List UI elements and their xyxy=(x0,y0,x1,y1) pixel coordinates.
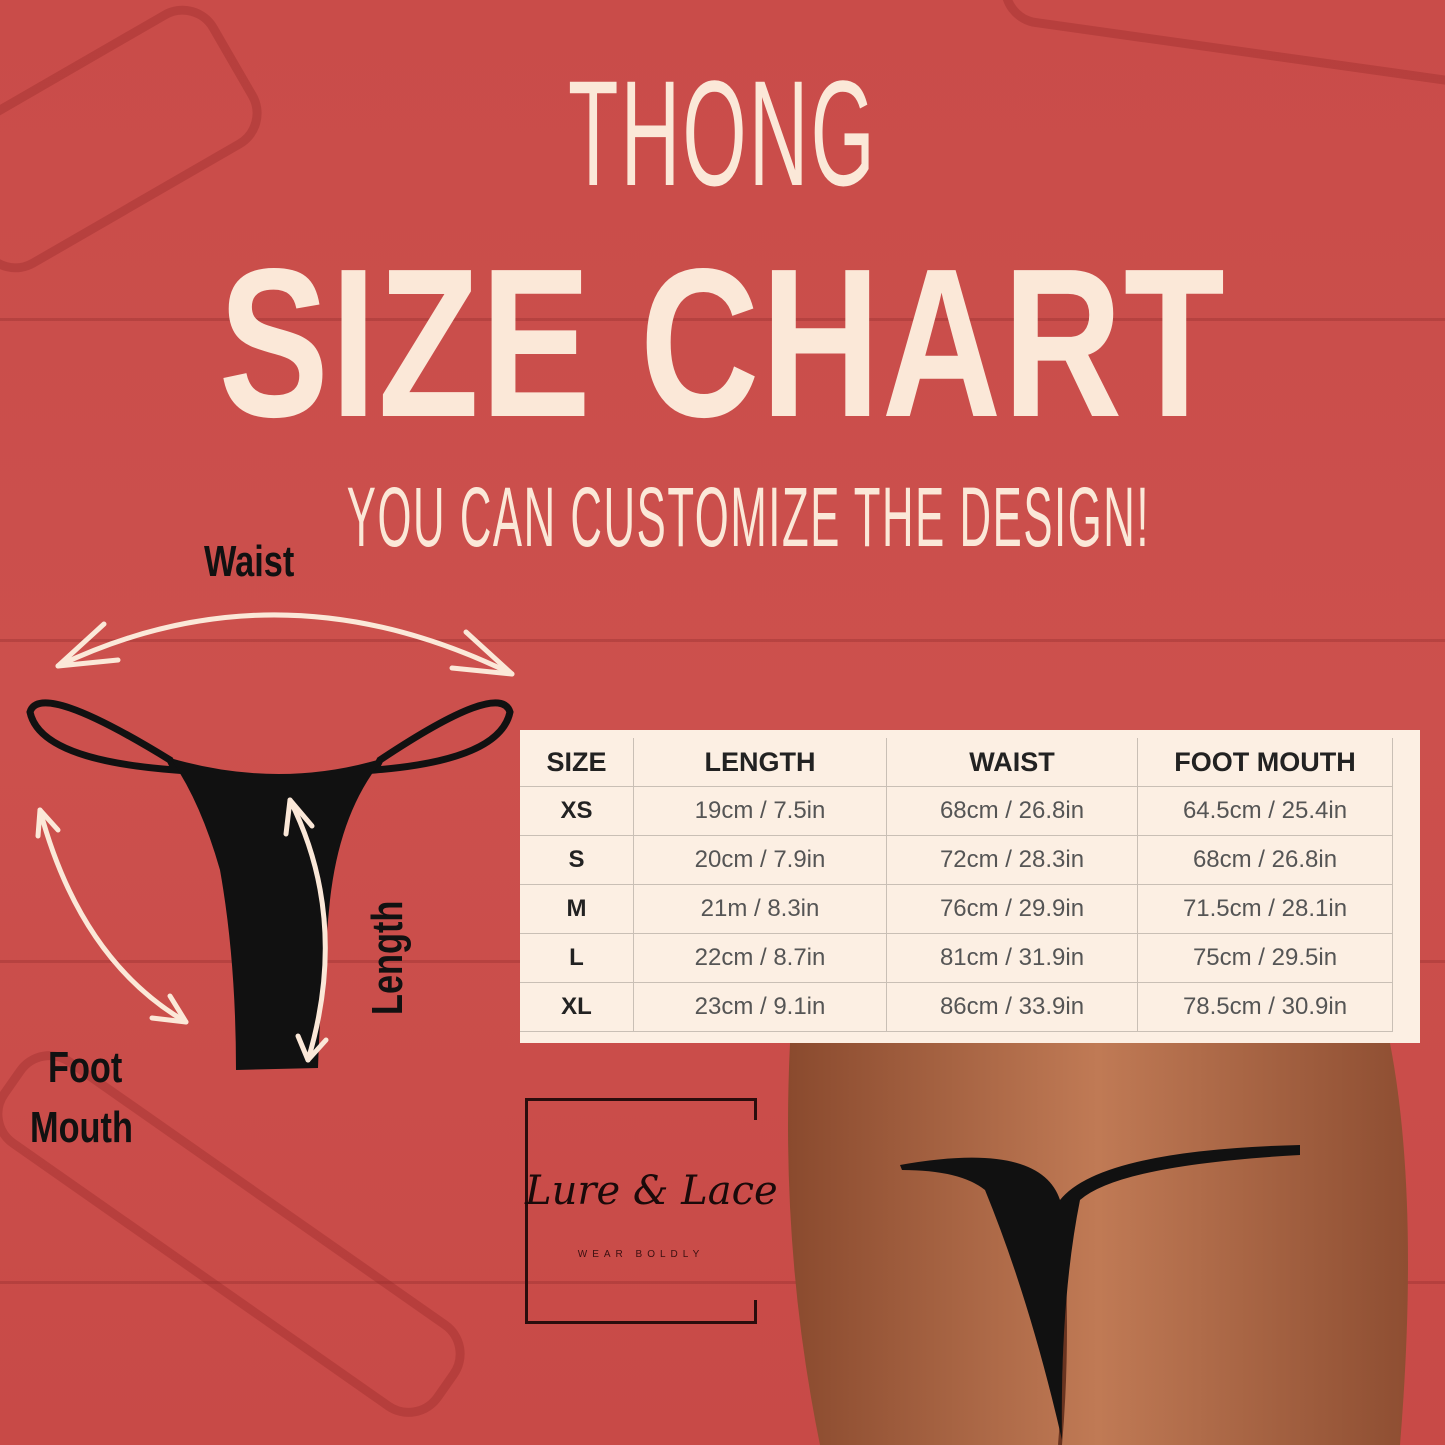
foot-mouth-cell: 64.5cm / 25.4in xyxy=(1137,786,1393,836)
logo-frame-corner xyxy=(754,1300,757,1324)
table-header-row: SIZE LENGTH WAIST FOOT MOUTH xyxy=(520,738,1393,787)
size-cell: XS xyxy=(520,786,634,836)
waist-cell: 72cm / 28.3in xyxy=(886,835,1138,885)
logo-frame xyxy=(525,1098,757,1324)
title-size-chart: SIZE CHART xyxy=(218,224,1227,461)
foot-mouth-label-line2: Mouth xyxy=(30,1103,133,1152)
foot-mouth-cell: 78.5cm / 30.9in xyxy=(1137,982,1393,1032)
subtitle: YOU CAN CUSTOMIZE THE DESIGN! xyxy=(346,470,1151,564)
size-cell: M xyxy=(520,884,634,934)
brand-logo: Lure & Lace WEAR BOLDLY xyxy=(525,1098,778,1324)
size-cell: L xyxy=(520,933,634,983)
thong-garment-icon xyxy=(26,699,514,1070)
table-row: M 21m / 8.3in 76cm / 29.9in 71.5cm / 28.… xyxy=(520,884,1393,934)
logo-brand-name: Lure & Lace xyxy=(525,1168,778,1214)
length-label: Length xyxy=(363,900,412,1015)
size-cell: XL xyxy=(520,982,634,1032)
waist-label: Waist xyxy=(204,537,295,586)
length-cell: 21m / 8.3in xyxy=(633,884,887,934)
header-length: LENGTH xyxy=(633,738,887,787)
header-foot-mouth: FOOT MOUTH xyxy=(1137,738,1393,787)
logo-frame-corner xyxy=(754,1098,757,1120)
waist-cell: 86cm / 33.9in xyxy=(886,982,1138,1032)
length-cell: 20cm / 7.9in xyxy=(633,835,887,885)
foot-mouth-label-line1: Foot xyxy=(48,1043,123,1092)
foot-mouth-arrow-icon xyxy=(35,807,189,1025)
table-row: S 20cm / 7.9in 72cm / 28.3in 68cm / 26.8… xyxy=(520,835,1393,885)
table-row: XS 19cm / 7.5in 68cm / 26.8in 64.5cm / 2… xyxy=(520,786,1393,836)
title-thong: THONG xyxy=(568,49,877,217)
waist-cell: 76cm / 29.9in xyxy=(886,884,1138,934)
length-cell: 23cm / 9.1in xyxy=(633,982,887,1032)
foot-mouth-cell: 75cm / 29.5in xyxy=(1137,933,1393,983)
logo-tagline: WEAR BOLDLY xyxy=(577,1249,705,1260)
length-arrow-icon xyxy=(283,797,329,1063)
length-cell: 19cm / 7.5in xyxy=(633,786,887,836)
header-size: SIZE xyxy=(520,738,634,787)
model-photo xyxy=(788,1043,1408,1445)
waist-cell: 68cm / 26.8in xyxy=(886,786,1138,836)
header-waist: WAIST xyxy=(886,738,1138,787)
table-row: XL 23cm / 9.1in 86cm / 33.9in 78.5cm / 3… xyxy=(520,982,1393,1032)
size-table-card: SIZE LENGTH WAIST FOOT MOUTH XS 19cm / 7… xyxy=(520,730,1420,1043)
waist-arrow-icon xyxy=(55,612,515,677)
thong-diagram xyxy=(26,612,515,1070)
waist-cell: 81cm / 31.9in xyxy=(886,933,1138,983)
foot-mouth-cell: 68cm / 26.8in xyxy=(1137,835,1393,885)
length-cell: 22cm / 8.7in xyxy=(633,933,887,983)
foot-mouth-cell: 71.5cm / 28.1in xyxy=(1137,884,1393,934)
table-row: L 22cm / 8.7in 81cm / 31.9in 75cm / 29.5… xyxy=(520,933,1393,983)
size-cell: S xyxy=(520,835,634,885)
size-table: SIZE LENGTH WAIST FOOT MOUTH XS 19cm / 7… xyxy=(520,738,1393,1032)
